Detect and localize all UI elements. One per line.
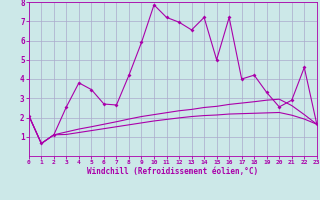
X-axis label: Windchill (Refroidissement éolien,°C): Windchill (Refroidissement éolien,°C) xyxy=(87,167,258,176)
